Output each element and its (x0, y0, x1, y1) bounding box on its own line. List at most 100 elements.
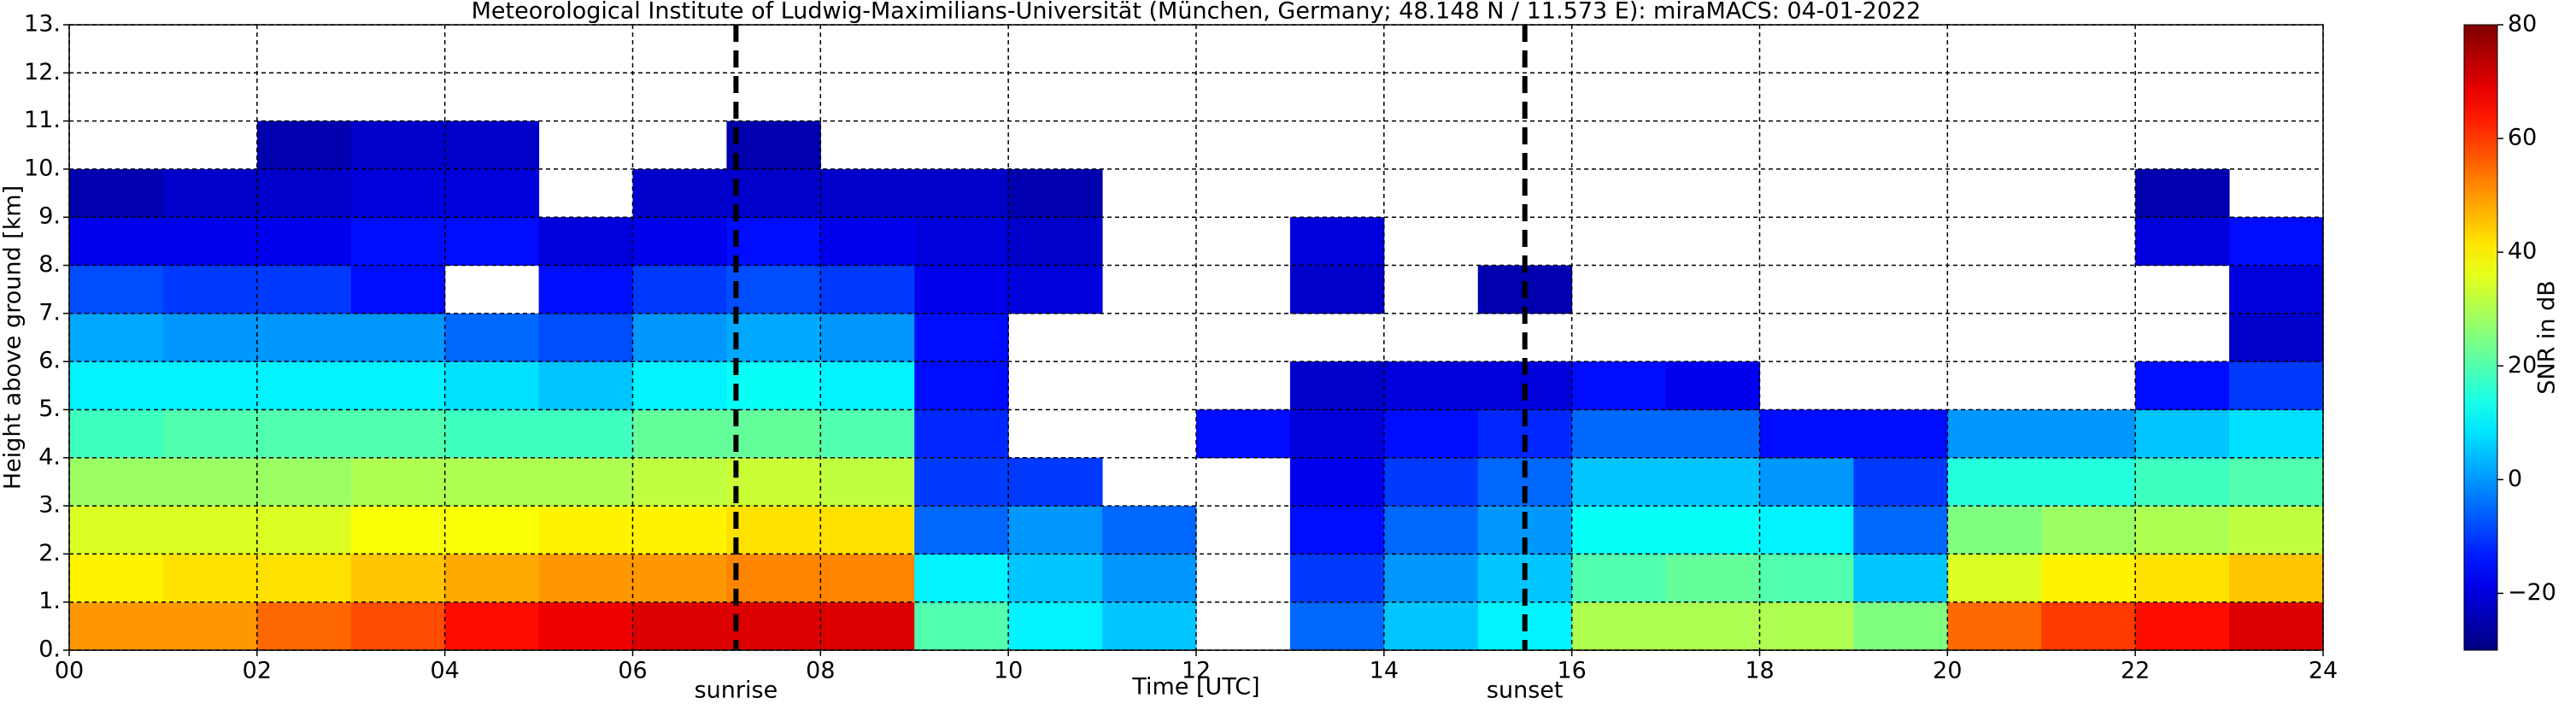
heatmap-cell (1383, 506, 1479, 554)
y-tick-label: 2. (38, 540, 61, 566)
heatmap-cell (69, 409, 164, 459)
heatmap-cell (350, 265, 446, 314)
heatmap-cell (350, 313, 446, 362)
heatmap-cell (350, 554, 446, 603)
heatmap-cell (350, 506, 446, 554)
heatmap-cell (69, 313, 164, 362)
heatmap-cell (726, 168, 821, 218)
heatmap-cell (1289, 457, 1385, 507)
y-tick-label: 7. (38, 299, 61, 326)
heatmap-cell (1289, 554, 1385, 603)
heatmap-cell (444, 601, 540, 651)
heatmap-cell (69, 554, 164, 603)
x-tick-label: 18 (1745, 658, 1774, 684)
heatmap-cell (2135, 554, 2230, 603)
heatmap-cell (444, 217, 540, 267)
heatmap-cell (1008, 217, 1103, 267)
heatmap-cell (1383, 554, 1479, 603)
heatmap-cell (256, 168, 352, 218)
heatmap-cell (162, 554, 258, 603)
heatmap-cell (538, 601, 633, 651)
heatmap-cell (538, 217, 633, 267)
heatmap-cell (1008, 554, 1103, 603)
heatmap-cell (162, 409, 258, 459)
heatmap-cell (444, 554, 540, 603)
heatmap-cell (538, 265, 633, 314)
heatmap-cell (1947, 506, 2042, 554)
heatmap-cell (350, 457, 446, 507)
colorbar-tick-label: −20 (2508, 579, 2556, 606)
heatmap-cell (162, 217, 258, 267)
heatmap-cell (162, 457, 258, 507)
heatmap-cell (444, 120, 540, 170)
heatmap-cell (1759, 601, 1854, 651)
heatmap-cell (1102, 601, 1197, 651)
heatmap-cell (1008, 265, 1103, 314)
x-tick-label: 16 (1557, 658, 1586, 684)
heatmap-cell (2229, 361, 2324, 410)
heatmap-cell (726, 601, 821, 651)
heatmap-cell (444, 313, 540, 362)
heatmap-cell (632, 554, 727, 603)
heatmap-cell (1196, 409, 1291, 459)
colorbar-tick-label: 80 (2508, 11, 2537, 38)
y-tick-label: 10. (24, 155, 61, 181)
heatmap-cell (256, 409, 352, 459)
heatmap-cell (820, 506, 915, 554)
heatmap-cell (914, 217, 1009, 267)
heatmap-cell (2041, 506, 2136, 554)
heatmap-cell (350, 409, 446, 459)
heatmap-cell (1383, 457, 1479, 507)
heatmap-cell (1665, 506, 1760, 554)
y-tick-label: 9. (38, 203, 61, 230)
y-tick-label: 1. (38, 588, 61, 614)
heatmap-cell (2229, 265, 2324, 314)
heatmap-cell (256, 265, 352, 314)
heatmap-cell (69, 361, 164, 410)
colorbar-tick-label: 20 (2508, 352, 2537, 378)
x-tick-label: 04 (430, 658, 459, 684)
x-tick-label: 20 (1933, 658, 1962, 684)
heatmap-cell (820, 313, 915, 362)
heatmap-cell (1947, 457, 2042, 507)
heatmap-cell (350, 168, 446, 218)
heatmap-cell (2135, 168, 2230, 218)
heatmap-cell (1289, 361, 1385, 410)
heatmap-cell (2135, 361, 2230, 410)
heatmap-cell (1008, 457, 1103, 507)
heatmap-cell (2135, 457, 2230, 507)
heatmap-cell (2135, 409, 2230, 459)
heatmap-cell (350, 361, 446, 410)
heatmap-cell (632, 168, 727, 218)
y-tick-label: 11. (24, 107, 61, 133)
x-tick-label: 12 (1182, 658, 1211, 684)
heatmap-cell (2229, 554, 2324, 603)
heatmap-cell (538, 554, 633, 603)
heatmap-cell (914, 554, 1009, 603)
heatmap-cell (1383, 361, 1479, 410)
heatmap-cell (256, 457, 352, 507)
colorbar-tick-label: 40 (2508, 238, 2537, 265)
heatmap-cell (2135, 601, 2230, 651)
heatmap-cell (256, 506, 352, 554)
colorbar (2463, 24, 2498, 651)
heatmap-cell (1289, 409, 1385, 459)
heatmap-cell (2229, 506, 2324, 554)
heatmap-cell (1383, 601, 1479, 651)
heatmap-cell (69, 168, 164, 218)
heatmap-cell (914, 409, 1009, 459)
heatmap-cell (162, 506, 258, 554)
heatmap-cell (2229, 409, 2324, 459)
heatmap-cell (1008, 506, 1103, 554)
heatmap-cell (1947, 601, 2042, 651)
heatmap-cell (1383, 409, 1479, 459)
heatmap-cell (444, 168, 540, 218)
heatmap-cell (69, 601, 164, 651)
heatmap-cell (69, 457, 164, 507)
heatmap-cell (256, 313, 352, 362)
heatmap-cell (820, 217, 915, 267)
heatmap-cell (914, 361, 1009, 410)
heatmap-cell (162, 168, 258, 218)
x-tick-label: 02 (243, 658, 272, 684)
